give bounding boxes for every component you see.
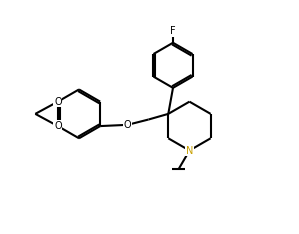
Text: F: F	[170, 26, 176, 36]
Text: O: O	[124, 120, 131, 130]
Text: O: O	[54, 121, 62, 131]
Text: O: O	[54, 97, 62, 107]
Text: N: N	[186, 146, 193, 156]
